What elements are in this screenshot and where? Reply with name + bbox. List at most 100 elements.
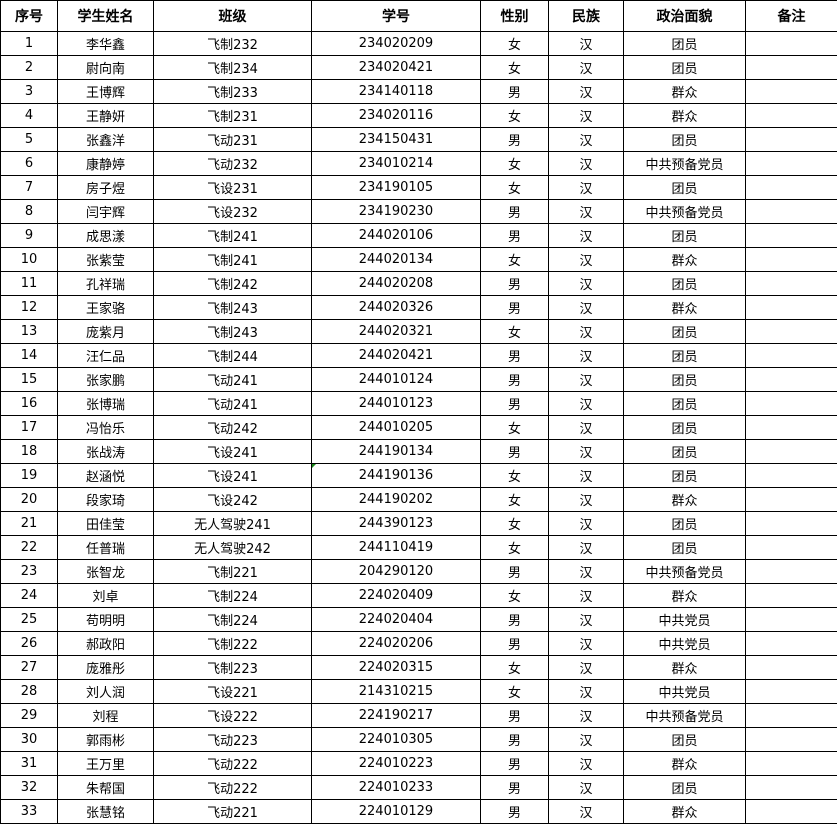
cell-remarks[interactable] (745, 199, 837, 224)
cell-remarks[interactable] (745, 343, 837, 368)
cell-index[interactable]: 10 (0, 247, 58, 272)
cell-remarks[interactable] (745, 631, 837, 656)
cell-student-name[interactable]: 田佳莹 (57, 511, 154, 536)
cell-political-status[interactable]: 团员 (623, 511, 746, 536)
cell-student-id[interactable]: 234020421 (311, 55, 481, 80)
cell-remarks[interactable] (745, 535, 837, 560)
cell-political-status[interactable]: 群众 (623, 655, 746, 680)
cell-student-name[interactable]: 张博瑞 (57, 391, 154, 416)
cell-class[interactable]: 飞设241 (153, 439, 312, 464)
cell-student-id[interactable]: 234020116 (311, 103, 481, 128)
cell-student-id[interactable]: 234190230 (311, 199, 481, 224)
cell-student-id[interactable]: 224010233 (311, 775, 481, 800)
cell-political-status[interactable]: 团员 (623, 415, 746, 440)
cell-student-id[interactable]: 244020326 (311, 295, 481, 320)
cell-student-name[interactable]: 庞雅彤 (57, 655, 154, 680)
cell-student-name[interactable]: 苟明明 (57, 607, 154, 632)
cell-class[interactable]: 飞动232 (153, 151, 312, 176)
cell-student-id[interactable]: 224010129 (311, 799, 481, 824)
cell-ethnicity[interactable]: 汉 (548, 319, 624, 344)
cell-index[interactable]: 29 (0, 703, 58, 728)
cell-gender[interactable]: 女 (480, 247, 549, 272)
cell-student-id[interactable]: 244020106 (311, 223, 481, 248)
cell-student-id[interactable]: 224020404 (311, 607, 481, 632)
cell-student-id[interactable]: 224020315 (311, 655, 481, 680)
cell-gender[interactable]: 女 (480, 319, 549, 344)
cell-political-status[interactable]: 团员 (623, 343, 746, 368)
cell-class[interactable]: 飞设222 (153, 703, 312, 728)
cell-gender[interactable]: 男 (480, 79, 549, 104)
cell-index[interactable]: 5 (0, 127, 58, 152)
cell-remarks[interactable] (745, 655, 837, 680)
cell-student-name[interactable]: 王静妍 (57, 103, 154, 128)
cell-student-name[interactable]: 汪仁品 (57, 343, 154, 368)
cell-index[interactable]: 27 (0, 655, 58, 680)
cell-ethnicity[interactable]: 汉 (548, 271, 624, 296)
cell-gender[interactable]: 女 (480, 535, 549, 560)
cell-remarks[interactable] (745, 583, 837, 608)
cell-student-name[interactable]: 张家鹏 (57, 367, 154, 392)
cell-index[interactable]: 25 (0, 607, 58, 632)
cell-gender[interactable]: 男 (480, 775, 549, 800)
cell-gender[interactable]: 男 (480, 223, 549, 248)
cell-index[interactable]: 4 (0, 103, 58, 128)
cell-political-status[interactable]: 团员 (623, 319, 746, 344)
cell-class[interactable]: 飞设241 (153, 463, 312, 488)
cell-ethnicity[interactable]: 汉 (548, 31, 624, 56)
cell-ethnicity[interactable]: 汉 (548, 295, 624, 320)
cell-remarks[interactable] (745, 415, 837, 440)
cell-student-id[interactable]: 224020206 (311, 631, 481, 656)
cell-ethnicity[interactable]: 汉 (548, 583, 624, 608)
cell-remarks[interactable] (745, 127, 837, 152)
header-ethnicity[interactable]: 民族 (548, 0, 624, 32)
cell-student-id[interactable]: 244010123 (311, 391, 481, 416)
cell-political-status[interactable]: 团员 (623, 271, 746, 296)
cell-index[interactable]: 9 (0, 223, 58, 248)
cell-index[interactable]: 30 (0, 727, 58, 752)
cell-gender[interactable]: 女 (480, 175, 549, 200)
cell-political-status[interactable]: 群众 (623, 583, 746, 608)
cell-student-name[interactable]: 刘人润 (57, 679, 154, 704)
cell-student-id[interactable]: 224010223 (311, 751, 481, 776)
cell-gender[interactable]: 男 (480, 559, 549, 584)
cell-political-status[interactable]: 团员 (623, 55, 746, 80)
cell-class[interactable]: 飞设232 (153, 199, 312, 224)
cell-remarks[interactable] (745, 271, 837, 296)
cell-political-status[interactable]: 团员 (623, 463, 746, 488)
cell-class[interactable]: 飞动241 (153, 367, 312, 392)
cell-gender[interactable]: 女 (480, 151, 549, 176)
cell-remarks[interactable] (745, 439, 837, 464)
cell-political-status[interactable]: 群众 (623, 247, 746, 272)
cell-index[interactable]: 2 (0, 55, 58, 80)
cell-ethnicity[interactable]: 汉 (548, 415, 624, 440)
cell-class[interactable]: 飞制234 (153, 55, 312, 80)
cell-index[interactable]: 14 (0, 343, 58, 368)
cell-ethnicity[interactable]: 汉 (548, 247, 624, 272)
cell-class[interactable]: 飞制243 (153, 319, 312, 344)
cell-political-status[interactable]: 群众 (623, 487, 746, 512)
cell-political-status[interactable]: 中共预备党员 (623, 559, 746, 584)
cell-class[interactable]: 飞制224 (153, 607, 312, 632)
cell-remarks[interactable] (745, 679, 837, 704)
cell-gender[interactable]: 男 (480, 199, 549, 224)
cell-ethnicity[interactable]: 汉 (548, 103, 624, 128)
cell-class[interactable]: 飞制241 (153, 247, 312, 272)
cell-index[interactable]: 15 (0, 367, 58, 392)
cell-remarks[interactable] (745, 775, 837, 800)
cell-index[interactable]: 19 (0, 463, 58, 488)
cell-ethnicity[interactable]: 汉 (548, 655, 624, 680)
cell-gender[interactable]: 男 (480, 703, 549, 728)
cell-student-name[interactable]: 刘程 (57, 703, 154, 728)
header-student-name[interactable]: 学生姓名 (57, 0, 154, 32)
cell-gender[interactable]: 女 (480, 55, 549, 80)
cell-political-status[interactable]: 团员 (623, 223, 746, 248)
cell-gender[interactable]: 女 (480, 583, 549, 608)
cell-political-status[interactable]: 团员 (623, 31, 746, 56)
cell-gender[interactable]: 男 (480, 391, 549, 416)
cell-class[interactable]: 飞制241 (153, 223, 312, 248)
cell-student-name[interactable]: 房子煜 (57, 175, 154, 200)
cell-gender[interactable]: 男 (480, 343, 549, 368)
cell-class[interactable]: 飞动242 (153, 415, 312, 440)
cell-political-status[interactable]: 团员 (623, 127, 746, 152)
cell-class[interactable]: 飞动231 (153, 127, 312, 152)
